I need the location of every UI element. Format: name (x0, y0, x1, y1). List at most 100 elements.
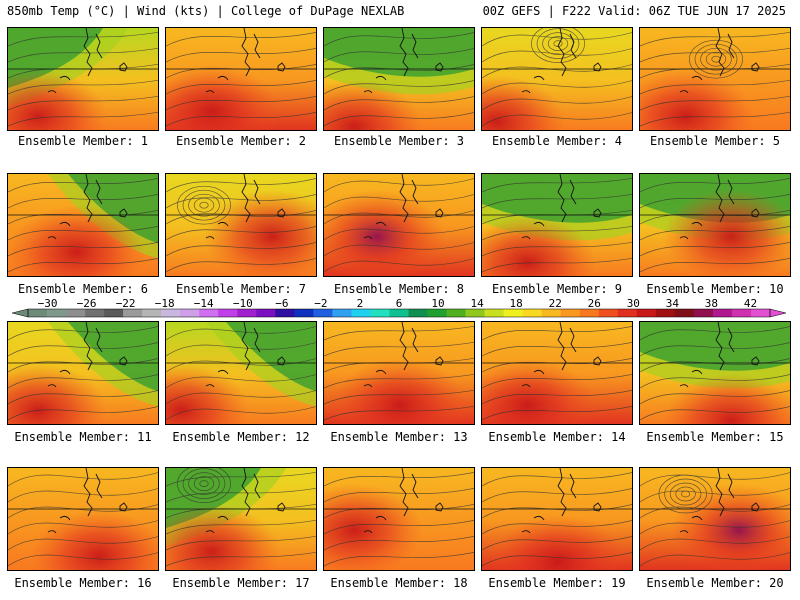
ensemble-map-20 (639, 467, 791, 571)
ensemble-map-19 (481, 467, 633, 571)
ensemble-map-4 (481, 27, 633, 131)
colorbar-swatch (598, 309, 619, 317)
colorbar-swatch (408, 309, 428, 317)
colorbar-swatch (28, 309, 48, 317)
ensemble-member-label: Ensemble Member: 11 (14, 430, 152, 444)
ensemble-map-11 (7, 321, 159, 425)
ensemble-map-5 (639, 27, 791, 131)
colorbar-tick-label: 2 (357, 297, 364, 310)
ensemble-map-2 (165, 27, 317, 131)
colorbar-swatch (85, 309, 105, 317)
ensemble-map-15 (639, 321, 791, 425)
colorbar-tick-label: 38 (705, 297, 718, 310)
ensemble-member-label: Ensemble Member: 10 (646, 282, 784, 296)
colorbar-swatch (389, 309, 409, 317)
ensemble-member-label: Ensemble Member: 13 (330, 430, 468, 444)
ensemble-member-label: Ensemble Member: 2 (175, 134, 307, 148)
ensemble-map-18 (323, 467, 475, 571)
colorbar-swatch (218, 309, 238, 317)
colorbar-swatch (674, 309, 695, 317)
colorbar-tick-label: 34 (666, 297, 680, 310)
colorbar-swatch (332, 309, 352, 317)
ensemble-map-17 (165, 467, 317, 571)
ensemble-map-9 (481, 173, 633, 277)
colorbar-tick-label: 42 (744, 297, 757, 310)
colorbar-swatch (522, 309, 542, 317)
colorbar-swatch (579, 309, 600, 317)
colorbar-swatch (465, 309, 485, 317)
colorbar-tick-label: 10 (431, 297, 444, 310)
ensemble-member-label: Ensemble Member: 12 (172, 430, 310, 444)
ensemble-member-label: Ensemble Member: 17 (172, 576, 310, 590)
colorbar-tick-label: 6 (396, 297, 403, 310)
colorbar-swatch (237, 309, 257, 317)
ensemble-member-label: Ensemble Member: 6 (17, 282, 149, 296)
colorbar-swatch (256, 309, 276, 317)
colorbar-tick-label: −2 (314, 297, 327, 310)
colorbar-swatch (66, 309, 86, 317)
colorbar-tick-label: 30 (627, 297, 640, 310)
colorbar-swatch (47, 309, 67, 317)
ensemble-map-8 (323, 173, 475, 277)
colorbar-tick-label: 26 (588, 297, 601, 310)
colorbar-swatch (199, 309, 219, 317)
ensemble-member-label: Ensemble Member: 16 (14, 576, 152, 590)
colorbar-swatch (655, 309, 676, 317)
ensemble-member-label: Ensemble Member: 4 (491, 134, 623, 148)
ensemble-member-label: Ensemble Member: 1 (17, 134, 149, 148)
colorbar-swatch (750, 309, 771, 317)
ensemble-member-label: Ensemble Member: 20 (646, 576, 784, 590)
colorbar-swatch (161, 309, 181, 317)
colorbar-swatch (712, 309, 733, 317)
colorbar-tick-label: −30 (38, 297, 58, 310)
ensemble-map-16 (7, 467, 159, 571)
ensemble-member-label: Ensemble Member: 15 (646, 430, 784, 444)
ensemble-member-label: Ensemble Member: 8 (333, 282, 465, 296)
colorbar-swatch (560, 309, 581, 317)
header-run-info: 00Z GEFS | F222 Valid: 06Z TUE JUN 17 20… (482, 4, 786, 18)
colorbar-swatch (636, 309, 657, 317)
colorbar-swatch (275, 309, 295, 317)
colorbar-tick-label: −18 (155, 297, 175, 310)
ensemble-member-label: Ensemble Member: 5 (649, 134, 781, 148)
colorbar-swatch (313, 309, 333, 317)
colorbar-swatch (484, 309, 504, 317)
ensemble-member-label: Ensemble Member: 18 (330, 576, 468, 590)
ensemble-map-14 (481, 321, 633, 425)
ensemble-map-6 (7, 173, 159, 277)
colorbar-swatch (294, 309, 314, 317)
colorbar-swatch (731, 309, 752, 317)
colorbar-tick-label: 18 (510, 297, 523, 310)
header-title: 850mb Temp (°C) | Wind (kts) | College o… (7, 4, 405, 18)
ensemble-member-label: Ensemble Member: 9 (491, 282, 623, 296)
colorbar-tick-label: 22 (549, 297, 562, 310)
ensemble-map-3 (323, 27, 475, 131)
colorbar-tick-label: −14 (194, 297, 214, 310)
colorbar-tick-label: 14 (470, 297, 484, 310)
colorbar-swatch (503, 309, 523, 317)
colorbar-swatch (104, 309, 124, 317)
colorbar-swatch (617, 309, 638, 317)
colorbar-swatch (142, 309, 162, 317)
colorbar-swatch (123, 309, 143, 317)
ensemble-map-13 (323, 321, 475, 425)
colorbar-tick-label: −26 (77, 297, 97, 310)
ensemble-member-label: Ensemble Member: 14 (488, 430, 626, 444)
colorbar-swatch (351, 309, 371, 317)
colorbar-swatch (180, 309, 200, 317)
ensemble-member-label: Ensemble Member: 7 (175, 282, 307, 296)
colorbar-swatch (541, 309, 562, 317)
ensemble-map-12 (165, 321, 317, 425)
colorbar-tick-label: −6 (275, 297, 288, 310)
colorbar-swatch (446, 309, 466, 317)
colorbar-tick-label: −10 (233, 297, 253, 310)
ensemble-member-label: Ensemble Member: 19 (488, 576, 626, 590)
ensemble-map-1 (7, 27, 159, 131)
colorbar-tick-label: −22 (116, 297, 136, 310)
colorbar-swatch (370, 309, 390, 317)
ensemble-map-7 (165, 173, 317, 277)
colorbar-swatch (693, 309, 714, 317)
temperature-colorbar: −30 −26 −22 −18 −14 −10 −6 −2 2 6 10 14 18 22 26 30 34 38… (11, 297, 787, 318)
colorbar-swatch (427, 309, 447, 317)
ensemble-map-10 (639, 173, 791, 277)
